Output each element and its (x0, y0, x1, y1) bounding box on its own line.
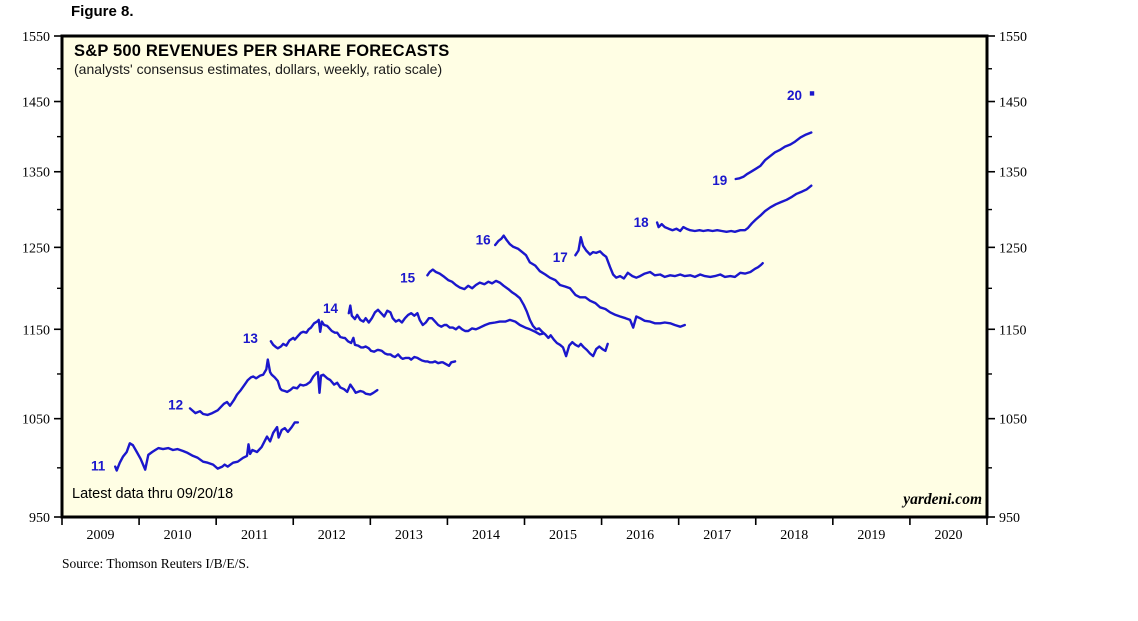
series-point-20 (809, 91, 815, 96)
series-line-11 (114, 421, 300, 472)
series-line-14 (347, 304, 545, 336)
plot-background (62, 36, 987, 517)
y-axis: 950 950 1050 1050 1150 1150 1250 1250 1350 1350 14… (22, 30, 1027, 526)
series-label-12: 12 (168, 398, 183, 413)
source-attribution: Source: Thomson Reuters I/B/E/S. (62, 556, 250, 571)
x-year-label: 2010 (164, 528, 192, 543)
chart-subtitle: (analysts' consensus estimates, dollars,… (74, 61, 443, 77)
series-14: 14 (323, 301, 545, 336)
y-tick-label-right: 1150 (999, 323, 1026, 338)
series-label-19: 19 (712, 173, 727, 188)
x-year-label: 2015 (549, 528, 577, 543)
series-18: 18 (634, 184, 813, 233)
plot-border (60, 34, 989, 519)
y-tick-label-right: 1350 (999, 166, 1027, 181)
series-13: 13 (243, 318, 457, 367)
series-label-11: 11 (91, 459, 106, 474)
x-year-label: 2017 (703, 528, 731, 543)
x-year-label: 2018 (780, 528, 808, 543)
y-tick-label-right: 1250 (999, 241, 1027, 256)
x-year-label: 2019 (857, 528, 885, 543)
y-tick-label-left: 1550 (22, 30, 50, 45)
series-label-20: 20 (787, 88, 802, 103)
series-label-16: 16 (476, 233, 492, 248)
y-tick-label-right: 1550 (999, 30, 1027, 45)
series-label-14: 14 (323, 301, 339, 316)
y-tick-label-left: 1050 (22, 413, 50, 428)
series-label-18: 18 (634, 215, 650, 230)
x-year-label: 2016 (626, 528, 654, 543)
series-line-19 (734, 131, 813, 181)
x-year-label: 2012 (318, 528, 346, 543)
series-17: 17 (553, 236, 764, 280)
watermark-yardeni: yardeni.com (903, 491, 982, 508)
series-label-15: 15 (400, 271, 416, 286)
x-year-label: 2013 (395, 528, 423, 543)
chart-title: S&P 500 REVENUES PER SHARE FORECASTS (74, 42, 450, 60)
series-label-13: 13 (243, 331, 259, 346)
y-tick-label-right: 1050 (999, 413, 1027, 428)
x-year-label: 2020 (934, 528, 962, 543)
latest-data-note: Latest data thru 09/20/18 (72, 486, 234, 502)
x-year-label: 2014 (472, 528, 500, 543)
series-line-16 (494, 234, 686, 329)
series-line-18 (655, 184, 813, 233)
y-tick-label-left: 1150 (23, 323, 50, 338)
x-year-label: 2009 (87, 528, 115, 543)
y-tick-label-left: 1250 (22, 241, 50, 256)
series-line-13 (269, 318, 457, 367)
series-16: 16 (476, 233, 686, 329)
x-year-label: 2011 (241, 528, 268, 543)
x-axis: 2009 2010 2011 2012 2013 2014 2015 2016 2017 2018… (61, 517, 988, 543)
y-tick-label-left: 1350 (22, 166, 50, 181)
series-15: 15 (400, 268, 609, 358)
y-tick-label-right: 950 (999, 511, 1020, 526)
figure-label: Figure 8. (71, 3, 134, 20)
series-line-12 (188, 358, 379, 417)
series-11: 11 (91, 421, 300, 474)
y-tick-label-left: 950 (29, 511, 50, 526)
series-lines: 11 12 13 14 15 16 17 18 19 20 (91, 88, 815, 474)
series-line-15 (426, 268, 609, 358)
series-12: 12 (168, 358, 379, 417)
y-tick-label-left: 1450 (22, 96, 50, 111)
y-tick-label-right: 1450 (999, 96, 1027, 111)
series-label-17: 17 (553, 250, 568, 265)
series-line-17 (574, 236, 764, 280)
series-19: 19 (712, 131, 813, 188)
series-20: 20 (787, 88, 815, 103)
